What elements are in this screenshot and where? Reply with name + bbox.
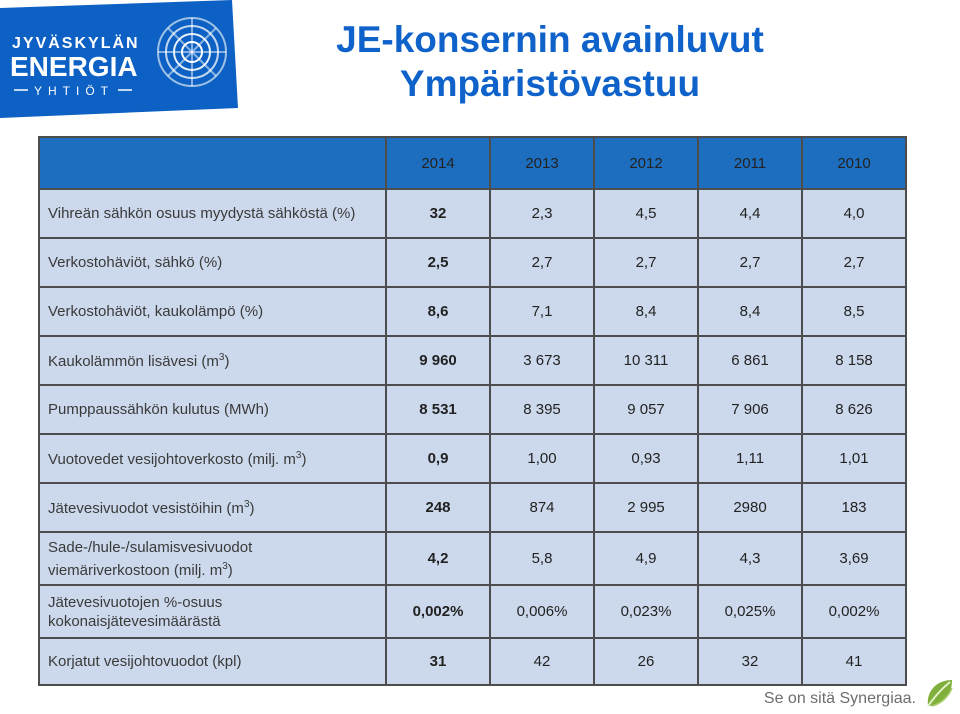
logo-line1: JYVÄSKYLÄN (12, 34, 140, 52)
value-cell: 6 861 (697, 335, 803, 386)
page-title: JE-konsernin avainluvut Ympäristövastuu (300, 18, 800, 107)
value-cell: 8,4 (697, 286, 803, 337)
header-corner (38, 136, 387, 190)
value-cell: 4,9 (593, 531, 699, 586)
value-cell: 0,93 (593, 433, 699, 484)
jyvaskylan-energia-logo: JYVÄSKYLÄN ENERGIA YHTIÖT (0, 0, 238, 118)
value-cell: 7,1 (489, 286, 595, 337)
value-cell: 2,7 (593, 237, 699, 288)
table-row: Pumppaussähkön kulutus (MWh) 8 531 8 395… (38, 384, 907, 435)
header-row: 2014 2013 2012 2011 2010 (38, 136, 907, 190)
logo-line3: YHTIÖT (34, 84, 114, 98)
value-cell: 9 960 (385, 335, 491, 386)
table-row: Jätevesivuodot vesistöihin (m3) 248 874 … (38, 482, 907, 533)
value-cell: 2,7 (697, 237, 803, 288)
table-row: Jätevesivuotojen %-osuus kokonaisjätevesi… (38, 584, 907, 639)
footer-slogan: Se on sitä Synergiaa. (763, 690, 916, 707)
row-label: Pumppaussähkön kulutus (MWh) (38, 384, 387, 435)
value-cell: 8,4 (593, 286, 699, 337)
value-cell: 2,5 (385, 237, 491, 288)
value-cell: 41 (801, 637, 907, 686)
value-cell: 5,8 (489, 531, 595, 586)
value-cell: 0,025% (697, 584, 803, 639)
year-header-2011: 2011 (697, 136, 803, 190)
row-label: Verkostohäviöt, sähkö (%) (38, 237, 387, 288)
table-row: Korjatut vesijohtovuodot (kpl) 31 42 26 … (38, 637, 907, 686)
table-row: Vuotovedet vesijohtoverkosto (milj. m3) … (38, 433, 907, 484)
table-row: Verkostohäviöt, kaukolämpö (%) 8,6 7,1 8… (38, 286, 907, 337)
key-figures-table: 2014 2013 2012 2011 2010 Vihreän sähkön … (38, 136, 907, 686)
leaf-icon (927, 680, 953, 707)
value-cell: 3 673 (489, 335, 595, 386)
year-header-2012: 2012 (593, 136, 699, 190)
row-label: Jätevesivuotojen %-osuus kokonaisjätevesi… (38, 584, 387, 639)
value-cell: 0,006% (489, 584, 595, 639)
year-header-2013: 2013 (489, 136, 595, 190)
value-cell: 8 626 (801, 384, 907, 435)
value-cell: 3,69 (801, 531, 907, 586)
value-cell: 8 531 (385, 384, 491, 435)
value-cell: 4,2 (385, 531, 491, 586)
logo-line2: ENERGIA (10, 51, 138, 82)
value-cell: 31 (385, 637, 491, 686)
table-row: Sade-/hule-/sulamisvesivuodot viemäriverk… (38, 531, 907, 586)
value-cell: 2,7 (801, 237, 907, 288)
title-line1: JE-konsernin avainluvut (336, 19, 764, 60)
table-row: Vihreän sähkön osuus myydystä sähköstä (… (38, 188, 907, 239)
value-cell: 8 395 (489, 384, 595, 435)
row-label: Jätevesivuodot vesistöihin (m3) (38, 482, 387, 533)
table-row: Kaukolämmön lisävesi (m3) 9 960 3 673 10… (38, 335, 907, 386)
energy-swirl-icon (157, 17, 227, 87)
value-cell: 0,9 (385, 433, 491, 484)
value-cell: 1,00 (489, 433, 595, 484)
value-cell: 0,002% (385, 584, 491, 639)
value-cell: 2980 (697, 482, 803, 533)
value-cell: 9 057 (593, 384, 699, 435)
value-cell: 26 (593, 637, 699, 686)
year-header-2014: 2014 (385, 136, 491, 190)
value-cell: 2,7 (489, 237, 595, 288)
title-line2: Ympäristövastuu (399, 63, 701, 105)
value-cell: 42 (489, 637, 595, 686)
value-cell: 32 (697, 637, 803, 686)
value-cell: 1,01 (801, 433, 907, 484)
row-label: Korjatut vesijohtovuodot (kpl) (38, 637, 387, 686)
value-cell: 1,11 (697, 433, 803, 484)
value-cell: 8,6 (385, 286, 491, 337)
row-label: Vihreän sähkön osuus myydystä sähköstä (… (38, 188, 387, 239)
value-cell: 8,5 (801, 286, 907, 337)
year-header-2010: 2010 (801, 136, 907, 190)
row-label: Kaukolämmön lisävesi (m3) (38, 335, 387, 386)
value-cell: 248 (385, 482, 491, 533)
value-cell: 4,3 (697, 531, 803, 586)
value-cell: 0,002% (801, 584, 907, 639)
value-cell: 874 (489, 482, 595, 533)
value-cell: 0,023% (593, 584, 699, 639)
value-cell: 32 (385, 188, 491, 239)
value-cell: 4,4 (697, 188, 803, 239)
row-label: Verkostohäviöt, kaukolämpö (%) (38, 286, 387, 337)
value-cell: 2,3 (489, 188, 595, 239)
row-label: Vuotovedet vesijohtoverkosto (milj. m3) (38, 433, 387, 484)
table-row: Verkostohäviöt, sähkö (%) 2,5 2,7 2,7 2,… (38, 237, 907, 288)
value-cell: 2 995 (593, 482, 699, 533)
value-cell: 10 311 (593, 335, 699, 386)
value-cell: 4,5 (593, 188, 699, 239)
value-cell: 8 158 (801, 335, 907, 386)
row-label: Sade-/hule-/sulamisvesivuodot viemäriverk… (38, 531, 387, 586)
value-cell: 4,0 (801, 188, 907, 239)
value-cell: 7 906 (697, 384, 803, 435)
value-cell: 183 (801, 482, 907, 533)
